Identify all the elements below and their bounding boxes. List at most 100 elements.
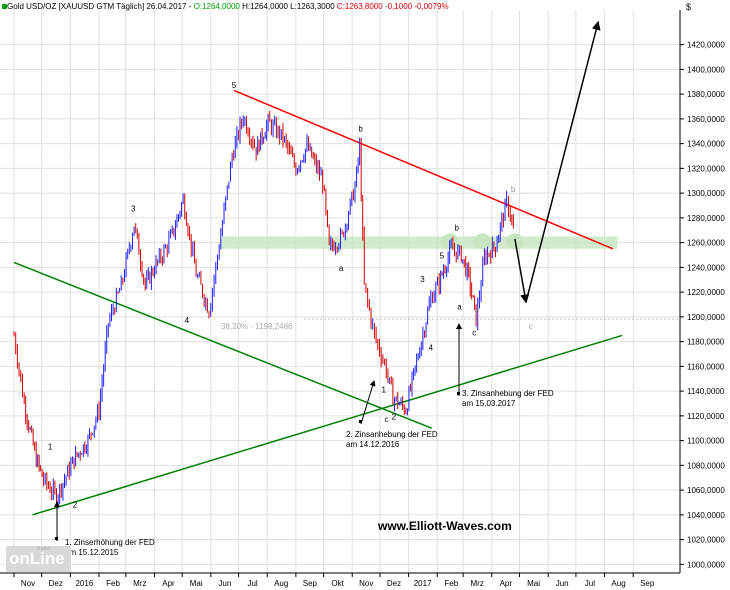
y-tick-label: 1320,0000: [687, 164, 725, 173]
x-tick-label: Jun: [218, 579, 231, 588]
y-tick-label: 1100,0000: [687, 437, 725, 446]
wave-label: 2: [73, 500, 78, 509]
website-watermark: www.Elliott-Waves.com: [378, 519, 512, 533]
y-tick-label: 1160,0000: [687, 362, 725, 371]
logo-small-text: Trader: [36, 546, 51, 552]
open-value: O:1264,0000: [193, 2, 240, 11]
x-tick-label: Nov: [359, 579, 373, 588]
wave-label: 4: [185, 316, 190, 325]
wave-label: a: [457, 302, 462, 311]
support-trendline: [32, 334, 623, 516]
y-tick-label: 1000,0000: [687, 560, 725, 569]
x-tick-label: Dez: [387, 579, 401, 588]
x-tick-label: 2017: [414, 579, 432, 588]
x-tick-label: Apr: [162, 579, 175, 588]
fed-annotation-1-line-1: 1. Zinserhöhung der FED: [65, 538, 155, 547]
x-tick-label: Sep: [303, 579, 318, 588]
low-value: L:1263,3000: [290, 2, 335, 11]
fed-annotation-3: 3. Zinsanhebung der FED am 15.03.2017: [456, 323, 554, 408]
y-axis-ticks: 1000,0000 1020,0000 1040,0000 1060,0000 1080…: [680, 41, 725, 569]
y-tick-label: 1240,0000: [687, 263, 725, 272]
wave-label: c: [472, 328, 476, 337]
y-tick-label: 1420,0000: [687, 41, 725, 50]
y-tick-label: 1140,0000: [687, 387, 725, 396]
zone-touch-marker: [441, 233, 460, 250]
trend-lines: [13, 89, 623, 516]
grid: [0, 10, 680, 573]
x-tick-label: Feb: [444, 579, 458, 588]
x-tick-label: 2016: [75, 579, 93, 588]
x-tick-label: Nov: [21, 579, 35, 588]
high-value: H:1264,0000: [242, 2, 288, 11]
x-tick-label: Sep: [640, 579, 655, 588]
logo-text: onLine: [9, 549, 65, 568]
fed-annotation-1: 1. Zinserhöhung der FED am 15.12.2015: [54, 501, 155, 557]
wave-label: b: [454, 223, 459, 232]
x-tick-label: Mrz: [133, 579, 146, 588]
series-marker-icon: [2, 4, 7, 10]
y-tick-label: 1200,0000: [687, 313, 725, 322]
wave-label: a: [339, 264, 344, 273]
change-pct-value: -0,0079%: [414, 2, 449, 11]
x-tick-label: Feb: [106, 579, 120, 588]
fed-annotation-2-line-2: am 14.12.2016: [346, 440, 400, 449]
fib-label: 38,20% - 1198,2486: [221, 322, 293, 331]
resistance-zone: [221, 233, 618, 250]
x-tick-label: Mai: [190, 579, 203, 588]
y-tick-label: 1400,0000: [687, 65, 725, 74]
y-tick-label: 1040,0000: [687, 511, 725, 520]
close-value: C:1263,8000: [336, 2, 383, 11]
fed-annotation-1-line-2: am 15.12.2015: [65, 548, 119, 557]
x-tick-label: Aug: [611, 579, 625, 588]
y-tick-label: 1080,0000: [687, 461, 725, 470]
y-tick-label: 1120,0000: [687, 412, 725, 421]
instrument-label: Gold USD/OZ [XAUUSD GTM Täglich] 26.04.2…: [7, 2, 187, 11]
wave-label: 3: [420, 275, 425, 284]
wave-label: 1: [48, 442, 53, 451]
resistance-trendline: [233, 89, 614, 250]
wave-label: 5: [440, 252, 445, 261]
y-tick-label: 1360,0000: [687, 115, 725, 124]
y-tick-label: 1340,0000: [687, 140, 725, 149]
wave-label: c: [529, 322, 533, 331]
zone-touch-marker: [473, 233, 492, 250]
resistance-zone-rect: [221, 236, 618, 249]
chart-header: Gold USD/OZ [XAUUSD GTM Täglich] 26.04.2…: [2, 2, 449, 11]
fed-annotation-2-line-1: 2. Zinsanhebung der FED: [346, 430, 438, 439]
fed-annotation-2: 2. Zinsanhebung der FED am 14.12.2016: [346, 380, 438, 449]
wave-label: 1: [381, 385, 386, 394]
x-tick-label: Okt: [331, 579, 344, 588]
wave-label: b: [511, 185, 516, 194]
y-tick-label: 1060,0000: [687, 486, 725, 495]
wave-label: 2: [392, 413, 397, 422]
x-tick-label: Apr: [500, 579, 513, 588]
x-tick-label: Mrz: [470, 579, 483, 588]
x-axis-ticks: Nov Dez 2016 Feb Mrz Apr Mai Jun Jul Aug Sep Okt Nov…: [13, 573, 655, 588]
wave-label: 4: [429, 343, 434, 352]
fed-annotation-3-line-2: am 15.03.2017: [462, 399, 516, 408]
x-tick-label: Mai: [527, 579, 540, 588]
y-tick-label: 1380,0000: [687, 90, 725, 99]
x-tick-label: Jul: [247, 579, 257, 588]
wave-labels: 1 2 3 4 5 a b c 1 2 3 4 5 a b c b c: [48, 81, 533, 509]
x-tick-label: Aug: [274, 579, 288, 588]
fib-level: 38,20% - 1198,2486: [221, 318, 680, 331]
wave-label: b: [358, 124, 363, 133]
projection-arrow: [525, 20, 601, 303]
fed-annotations: 1. Zinserhöhung der FED am 15.12.2015 2.…: [54, 323, 554, 557]
x-tick-label: Jul: [585, 579, 595, 588]
y-tick-label: 1260,0000: [687, 239, 725, 248]
fed-annotation-3-line-1: 3. Zinsanhebung der FED: [462, 389, 554, 398]
y-tick-label: 1180,0000: [687, 338, 725, 347]
change-value: -0,1000: [384, 2, 413, 11]
wave-label: 5: [232, 81, 237, 90]
support-trendline: [13, 261, 433, 429]
x-tick-label: Dez: [49, 579, 63, 588]
wave-label: c: [384, 415, 388, 424]
projection-arrows: [514, 20, 601, 304]
y-tick-label: 1220,0000: [687, 288, 725, 297]
axes: [0, 10, 681, 574]
online-logo: onLine Trader: [6, 546, 71, 572]
wave-label: 3: [131, 205, 136, 214]
